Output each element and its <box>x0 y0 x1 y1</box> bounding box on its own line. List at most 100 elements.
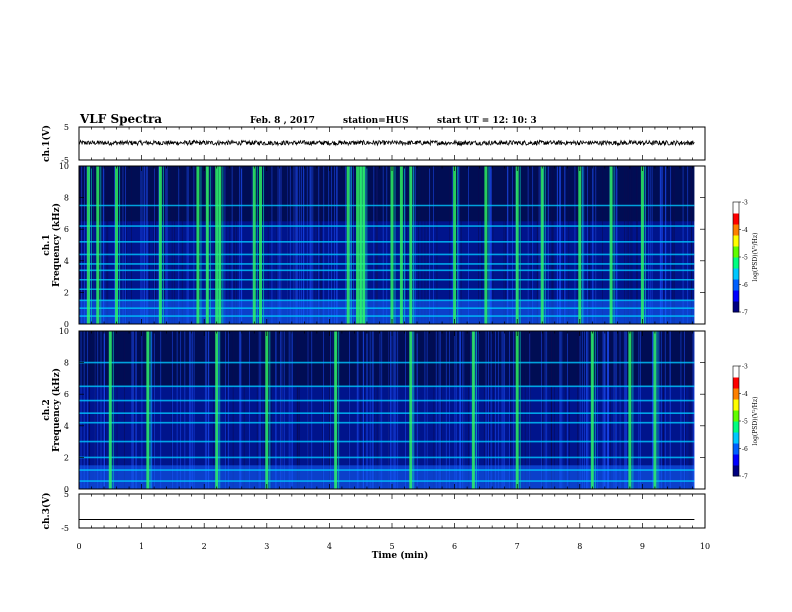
colorbar-swatch <box>733 224 739 236</box>
ch1-spectrogram-y-axis-label: Frequency (kHz) <box>51 203 62 287</box>
colorbar-swatch <box>733 432 739 444</box>
x-tick-label: 7 <box>515 542 520 551</box>
x-tick-label: 9 <box>640 542 645 551</box>
y-tick-label: 6 <box>64 225 69 234</box>
burst <box>196 166 200 324</box>
burst <box>334 331 338 489</box>
x-tick-label: 8 <box>577 542 582 551</box>
burst <box>259 166 263 324</box>
burst <box>108 331 112 489</box>
x-tick-label: 1 <box>139 542 144 551</box>
ch3-waveform-y-axis-label: ch.3(V) <box>41 493 52 530</box>
time-axis: 0 1 2 3 4 5 6 7 8 9 10 <box>76 542 710 551</box>
ch1-waveform-y-labels: 5 -5 <box>61 123 705 165</box>
ch3-waveform-panel: 5 -5 ch.3(V) <box>41 490 706 533</box>
burst <box>96 166 100 324</box>
ch2-spectrogram-y-labels: 10 8 6 4 2 0 <box>59 327 705 494</box>
burst <box>252 166 256 324</box>
colorbar-swatch <box>733 377 739 389</box>
burst <box>590 331 594 489</box>
burst <box>515 331 519 489</box>
y-tick-label: 8 <box>64 359 69 368</box>
burst <box>218 166 222 324</box>
burst <box>215 331 219 489</box>
colorbar-tick-label: -3 <box>742 200 748 207</box>
colorbar-swatch <box>733 301 739 313</box>
burst <box>215 166 219 324</box>
ch1-spectrogram-low-freq-band <box>79 300 695 324</box>
colorbar-tick-label: -3 <box>742 364 748 371</box>
x-tick-label: 10 <box>700 542 710 551</box>
ch1-waveform-panel: 5 -5 ch.1(V) <box>41 123 706 165</box>
ch1-spectrogram-y-labels: 10 8 6 4 2 0 <box>59 162 705 329</box>
ch2-spectrogram-bursts <box>108 331 659 489</box>
burst <box>409 166 413 324</box>
x-axis-label: Time (min) <box>372 550 429 561</box>
ch2-spectrogram-y-axis-label: Frequency (kHz) <box>51 368 62 452</box>
colorbar-swatch <box>733 443 739 455</box>
burst <box>265 331 269 489</box>
colorbar-tick-label: -7 <box>742 310 748 317</box>
burst <box>640 166 644 324</box>
ch1-waveform-trace <box>78 139 695 147</box>
burst <box>653 331 657 489</box>
ch1-spectrogram-bursts <box>86 166 646 324</box>
burst <box>628 331 632 489</box>
burst <box>86 166 90 324</box>
x-tick-label: 5 <box>389 542 394 551</box>
ch3-waveform-frame <box>78 493 706 529</box>
ch1-spectrogram-y-axis-label: ch.1 <box>42 234 52 255</box>
colorbar-tick-label: -6 <box>742 282 748 289</box>
colorbar-tick-label: -6 <box>742 446 748 453</box>
burst <box>390 166 394 324</box>
burst <box>399 166 403 324</box>
ch1-spectrogram-time-ticks <box>78 166 706 324</box>
colorbar-swatch <box>733 246 739 258</box>
ch3-waveform-time-ticks <box>78 494 706 528</box>
burst <box>158 166 162 324</box>
ch1-spectrogram-panel: 10 8 6 4 2 0 ch.1 Frequency (kHz) <box>42 162 706 329</box>
y-tick-label: 0 <box>64 320 69 329</box>
figure-title: VLF Spectra <box>79 112 162 126</box>
burst <box>453 166 457 324</box>
ch1-spectrogram-bands <box>79 204 695 317</box>
ch1-waveform-time-ticks <box>78 127 706 160</box>
colorbar-swatch <box>733 399 739 411</box>
ch2-spectrogram-y-axis-label: ch.2 <box>42 399 52 420</box>
burst <box>115 166 119 324</box>
colorbar-swatch <box>733 290 739 302</box>
y-tick-label: 4 <box>64 257 69 266</box>
y-tick-label: 6 <box>64 390 69 399</box>
burst <box>471 331 475 489</box>
y-tick-label: 5 <box>64 123 69 132</box>
colorbar-swatch <box>733 279 739 291</box>
colorbar-swatch <box>733 366 739 378</box>
y-tick-label: 8 <box>64 194 69 203</box>
colorbar-swatch <box>733 202 739 214</box>
colorbar-tick-label: -5 <box>742 419 748 426</box>
y-tick-label: 10 <box>59 327 69 336</box>
ch2-colorbar: -3 -4 -5 -6 -7 log(PSD)(V²/Hz) <box>732 364 759 481</box>
ch2-spectrogram-panel: 10 8 6 4 2 0 ch.2 Frequency (kHz) <box>42 327 706 494</box>
burst <box>540 166 544 324</box>
y-tick-label: 5 <box>64 490 69 499</box>
y-tick-label: 4 <box>64 422 69 431</box>
burst <box>346 166 350 324</box>
y-tick-label: 2 <box>64 453 69 462</box>
colorbar-swatch <box>733 410 739 422</box>
colorbar-swatch <box>733 388 739 400</box>
colorbar-label: log(PSD)(V²/Hz) <box>752 397 759 446</box>
burst <box>362 166 366 324</box>
x-tick-label: 6 <box>452 542 457 551</box>
y-tick-label: 2 <box>64 288 69 297</box>
ch1-colorbar: -3 -4 -5 -6 -7 log(PSD)(V²/Hz) <box>732 200 759 317</box>
colorbar-swatch <box>733 465 739 477</box>
burst <box>609 166 613 324</box>
burst <box>578 166 582 324</box>
colorbar-swatch <box>733 235 739 247</box>
x-tick-label: 3 <box>264 542 269 551</box>
colorbar-tick-label: -4 <box>742 227 748 234</box>
y-tick-label: -5 <box>61 524 69 533</box>
ch2-spectrogram-time-ticks <box>78 331 706 489</box>
